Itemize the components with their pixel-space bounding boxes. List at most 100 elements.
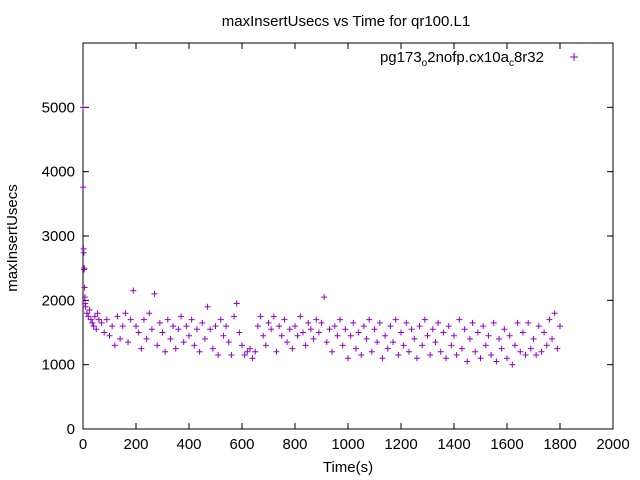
data-point bbox=[162, 348, 169, 355]
data-point bbox=[477, 355, 484, 362]
data-point bbox=[265, 319, 272, 326]
data-point bbox=[154, 342, 161, 349]
data-point bbox=[101, 329, 108, 336]
x-tick-label: 1000 bbox=[331, 436, 364, 453]
data-point bbox=[533, 352, 540, 359]
data-point bbox=[350, 319, 357, 326]
x-tick-label: 1400 bbox=[437, 436, 470, 453]
data-point bbox=[268, 326, 275, 333]
data-point bbox=[337, 316, 344, 323]
data-point bbox=[85, 313, 92, 320]
data-point bbox=[538, 348, 545, 355]
data-point bbox=[527, 345, 534, 352]
data-point bbox=[260, 332, 267, 339]
data-point bbox=[535, 323, 542, 330]
data-point bbox=[485, 332, 492, 339]
data-point bbox=[403, 319, 410, 326]
data-point bbox=[453, 352, 460, 359]
data-point bbox=[212, 323, 219, 330]
data-point bbox=[427, 352, 434, 359]
data-point bbox=[236, 329, 243, 336]
data-point bbox=[480, 323, 487, 330]
data-point bbox=[390, 339, 397, 346]
data-point bbox=[398, 329, 404, 336]
data-point bbox=[127, 316, 134, 323]
data-point bbox=[424, 332, 431, 339]
data-point bbox=[474, 329, 481, 336]
data-point bbox=[400, 342, 407, 349]
data-point bbox=[302, 342, 309, 349]
data-point bbox=[180, 339, 187, 346]
data-point bbox=[461, 326, 468, 333]
data-point bbox=[355, 329, 362, 336]
x-tick-label: 1200 bbox=[384, 436, 417, 453]
data-point bbox=[374, 339, 381, 346]
legend-marker-plus bbox=[570, 53, 578, 61]
data-point bbox=[315, 329, 322, 336]
legend-label: pg173o2nofp.cx10ac8r32 bbox=[380, 49, 544, 69]
data-point bbox=[191, 342, 198, 349]
data-point bbox=[435, 319, 442, 326]
data-point bbox=[106, 332, 113, 339]
data-point bbox=[530, 335, 537, 342]
data-point bbox=[209, 345, 216, 352]
data-point bbox=[514, 319, 521, 326]
data-point bbox=[345, 355, 351, 362]
data-point bbox=[321, 294, 328, 301]
data-point bbox=[469, 319, 476, 326]
data-point bbox=[543, 342, 550, 349]
x-tick-label: 600 bbox=[229, 436, 254, 453]
legend-label-part: pg173 bbox=[380, 49, 422, 66]
data-point bbox=[318, 319, 325, 326]
y-axis: 0 1000 2000 3000 4000 5000 bbox=[42, 99, 613, 438]
data-point bbox=[82, 303, 89, 310]
data-point bbox=[80, 249, 87, 256]
data-point bbox=[305, 319, 312, 326]
data-point bbox=[347, 332, 354, 339]
data-point bbox=[307, 326, 314, 333]
legend-label-sub: o bbox=[422, 58, 428, 69]
data-point bbox=[313, 316, 320, 323]
data-point bbox=[241, 352, 248, 359]
data-point bbox=[159, 329, 166, 336]
x-tick-label: 2000 bbox=[596, 436, 629, 453]
y-tick-label: 4000 bbox=[42, 164, 75, 181]
data-point bbox=[498, 345, 505, 352]
data-point bbox=[172, 345, 179, 352]
data-point bbox=[231, 313, 238, 320]
data-point bbox=[496, 335, 503, 342]
x-tick-label: 200 bbox=[123, 436, 148, 453]
data-point bbox=[382, 332, 389, 339]
data-point bbox=[170, 323, 177, 330]
legend-label-part: 2nofp.cx10a bbox=[427, 49, 509, 66]
data-point bbox=[87, 316, 94, 323]
data-point bbox=[164, 316, 171, 323]
data-point bbox=[146, 310, 153, 317]
data-point bbox=[371, 326, 378, 333]
data-point bbox=[511, 342, 518, 349]
x-tick-label: 400 bbox=[176, 436, 201, 453]
data-point bbox=[81, 284, 88, 291]
data-point bbox=[186, 332, 192, 339]
data-point bbox=[339, 342, 346, 349]
data-point bbox=[94, 310, 101, 317]
data-point bbox=[294, 332, 301, 339]
data-point bbox=[549, 335, 556, 342]
data-point bbox=[148, 326, 155, 333]
data-point bbox=[90, 323, 97, 330]
data-point bbox=[130, 287, 137, 294]
data-point bbox=[204, 303, 211, 310]
data-point bbox=[551, 310, 558, 317]
data-point bbox=[80, 104, 86, 111]
chart-title: maxInsertUsecs vs Time for qr100.L1 bbox=[222, 13, 470, 30]
data-point bbox=[111, 342, 118, 349]
data-point bbox=[448, 342, 455, 349]
data-point bbox=[519, 329, 526, 336]
data-point bbox=[151, 290, 158, 297]
series-points bbox=[80, 104, 563, 368]
data-point bbox=[207, 326, 214, 333]
x-axis-title: Time(s) bbox=[323, 459, 373, 476]
data-point bbox=[525, 319, 532, 326]
